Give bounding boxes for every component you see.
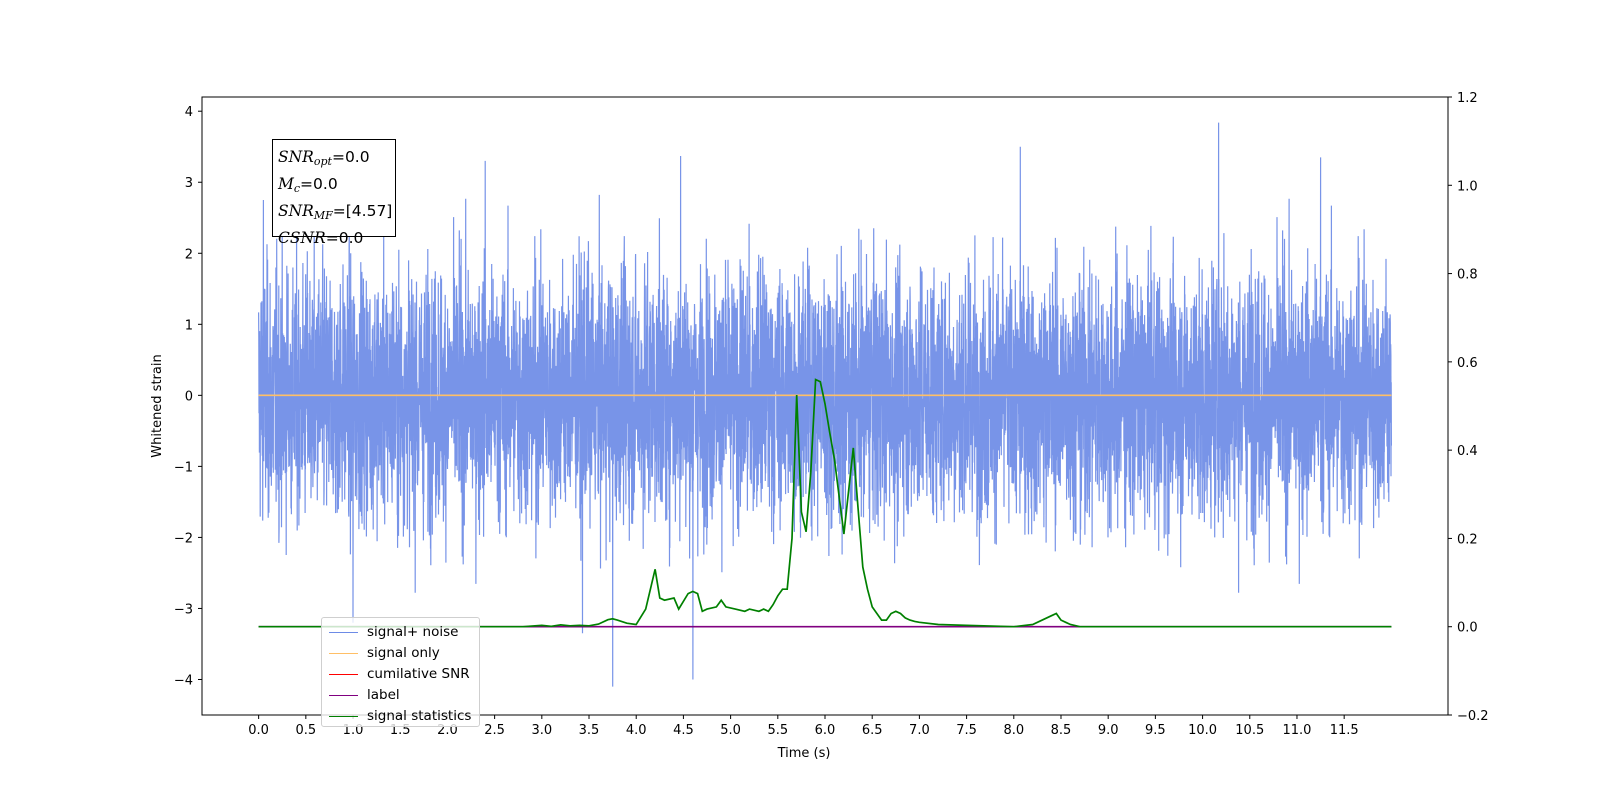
legend-item-signal-statistics: signal statistics	[322, 706, 479, 727]
legend-label: signal only	[367, 645, 440, 661]
legend-swatch	[329, 716, 358, 717]
legend-label: signal+ noise	[367, 624, 459, 640]
x-tick-label: 5.5	[767, 723, 788, 738]
legend-item-signal-only: signal only	[322, 643, 479, 664]
y-right-tick-label: 0.2	[1457, 532, 1478, 547]
info-box: SNRopt=0.0 Mc=0.0 SNRMF=[4.57] CSNR=0.0	[272, 139, 396, 247]
x-tick-label: 10.0	[1188, 723, 1217, 738]
y-left-tick-label: 0	[185, 389, 193, 404]
y-left-tick-label: −2	[174, 531, 193, 546]
x-axis-label: Time (s)	[777, 746, 831, 761]
signal-statistics-line	[258, 378, 1392, 628]
legend-swatch	[329, 632, 358, 633]
y-right-tick-label: 1.2	[1457, 91, 1478, 106]
legend-label: signal statistics	[367, 708, 472, 724]
x-tick-label: 4.0	[626, 723, 647, 738]
x-tick-label: 6.5	[862, 723, 883, 738]
legend-swatch	[329, 653, 358, 654]
signal-noise-line	[258, 122, 1392, 687]
y-left-tick-label: 1	[185, 318, 193, 333]
info-snr-mf: SNRMF=[4.57]	[278, 202, 393, 222]
y-left-tick-label: −3	[174, 602, 193, 617]
info-snr-opt: SNRopt=0.0	[278, 148, 370, 168]
legend-item-cumulative-snr: cumilative SNR	[322, 664, 479, 685]
legend-label: label	[367, 687, 400, 703]
y-left-tick-label: 2	[185, 247, 193, 262]
info-chirp-mass: Mc=0.0	[278, 175, 338, 195]
legend: signal+ noise signal only cumilative SNR…	[321, 617, 480, 727]
y-right-tick-label: 0.0	[1457, 621, 1478, 636]
y-axis-label: Whitened strain	[150, 354, 165, 457]
x-tick-label: 5.0	[720, 723, 741, 738]
x-tick-label: 7.0	[909, 723, 930, 738]
x-tick-label: 4.5	[673, 723, 694, 738]
x-tick-label: 9.5	[1145, 723, 1166, 738]
x-tick-label: 11.0	[1282, 723, 1311, 738]
y-right-tick-label: −0.2	[1457, 709, 1489, 724]
y-left-tick-label: −4	[174, 673, 193, 688]
x-tick-label: 7.5	[956, 723, 977, 738]
y-right-tick-label: 1.0	[1457, 179, 1478, 194]
legend-swatch	[329, 674, 358, 675]
x-tick-label: 0.5	[295, 723, 316, 738]
signal-noise-series	[258, 122, 1392, 687]
legend-swatch	[329, 695, 358, 696]
signal-statistics-series	[258, 378, 1392, 628]
y-left-tick-label: −1	[174, 460, 193, 475]
x-tick-label: 0.0	[248, 723, 269, 738]
x-tick-label: 8.5	[1051, 723, 1072, 738]
y-right-tick-label: 0.4	[1457, 444, 1478, 459]
x-tick-label: 11.5	[1330, 723, 1359, 738]
y-right-tick-label: 0.8	[1457, 268, 1478, 283]
x-tick-label: 9.0	[1098, 723, 1119, 738]
legend-item-signal-noise: signal+ noise	[322, 622, 479, 643]
x-tick-label: 8.0	[1003, 723, 1024, 738]
legend-label: cumilative SNR	[367, 666, 470, 682]
x-tick-label: 6.0	[815, 723, 836, 738]
x-tick-label: 10.5	[1235, 723, 1264, 738]
y-left-tick-label: 4	[185, 105, 193, 120]
x-tick-label: 3.5	[579, 723, 600, 738]
y-left-tick-label: 3	[185, 176, 193, 191]
info-csnr: CSNR=0.0	[278, 229, 364, 247]
x-tick-label: 3.0	[531, 723, 552, 738]
legend-item-label: label	[322, 685, 479, 706]
x-tick-label: 2.5	[484, 723, 505, 738]
y-right-tick-label: 0.6	[1457, 356, 1478, 371]
